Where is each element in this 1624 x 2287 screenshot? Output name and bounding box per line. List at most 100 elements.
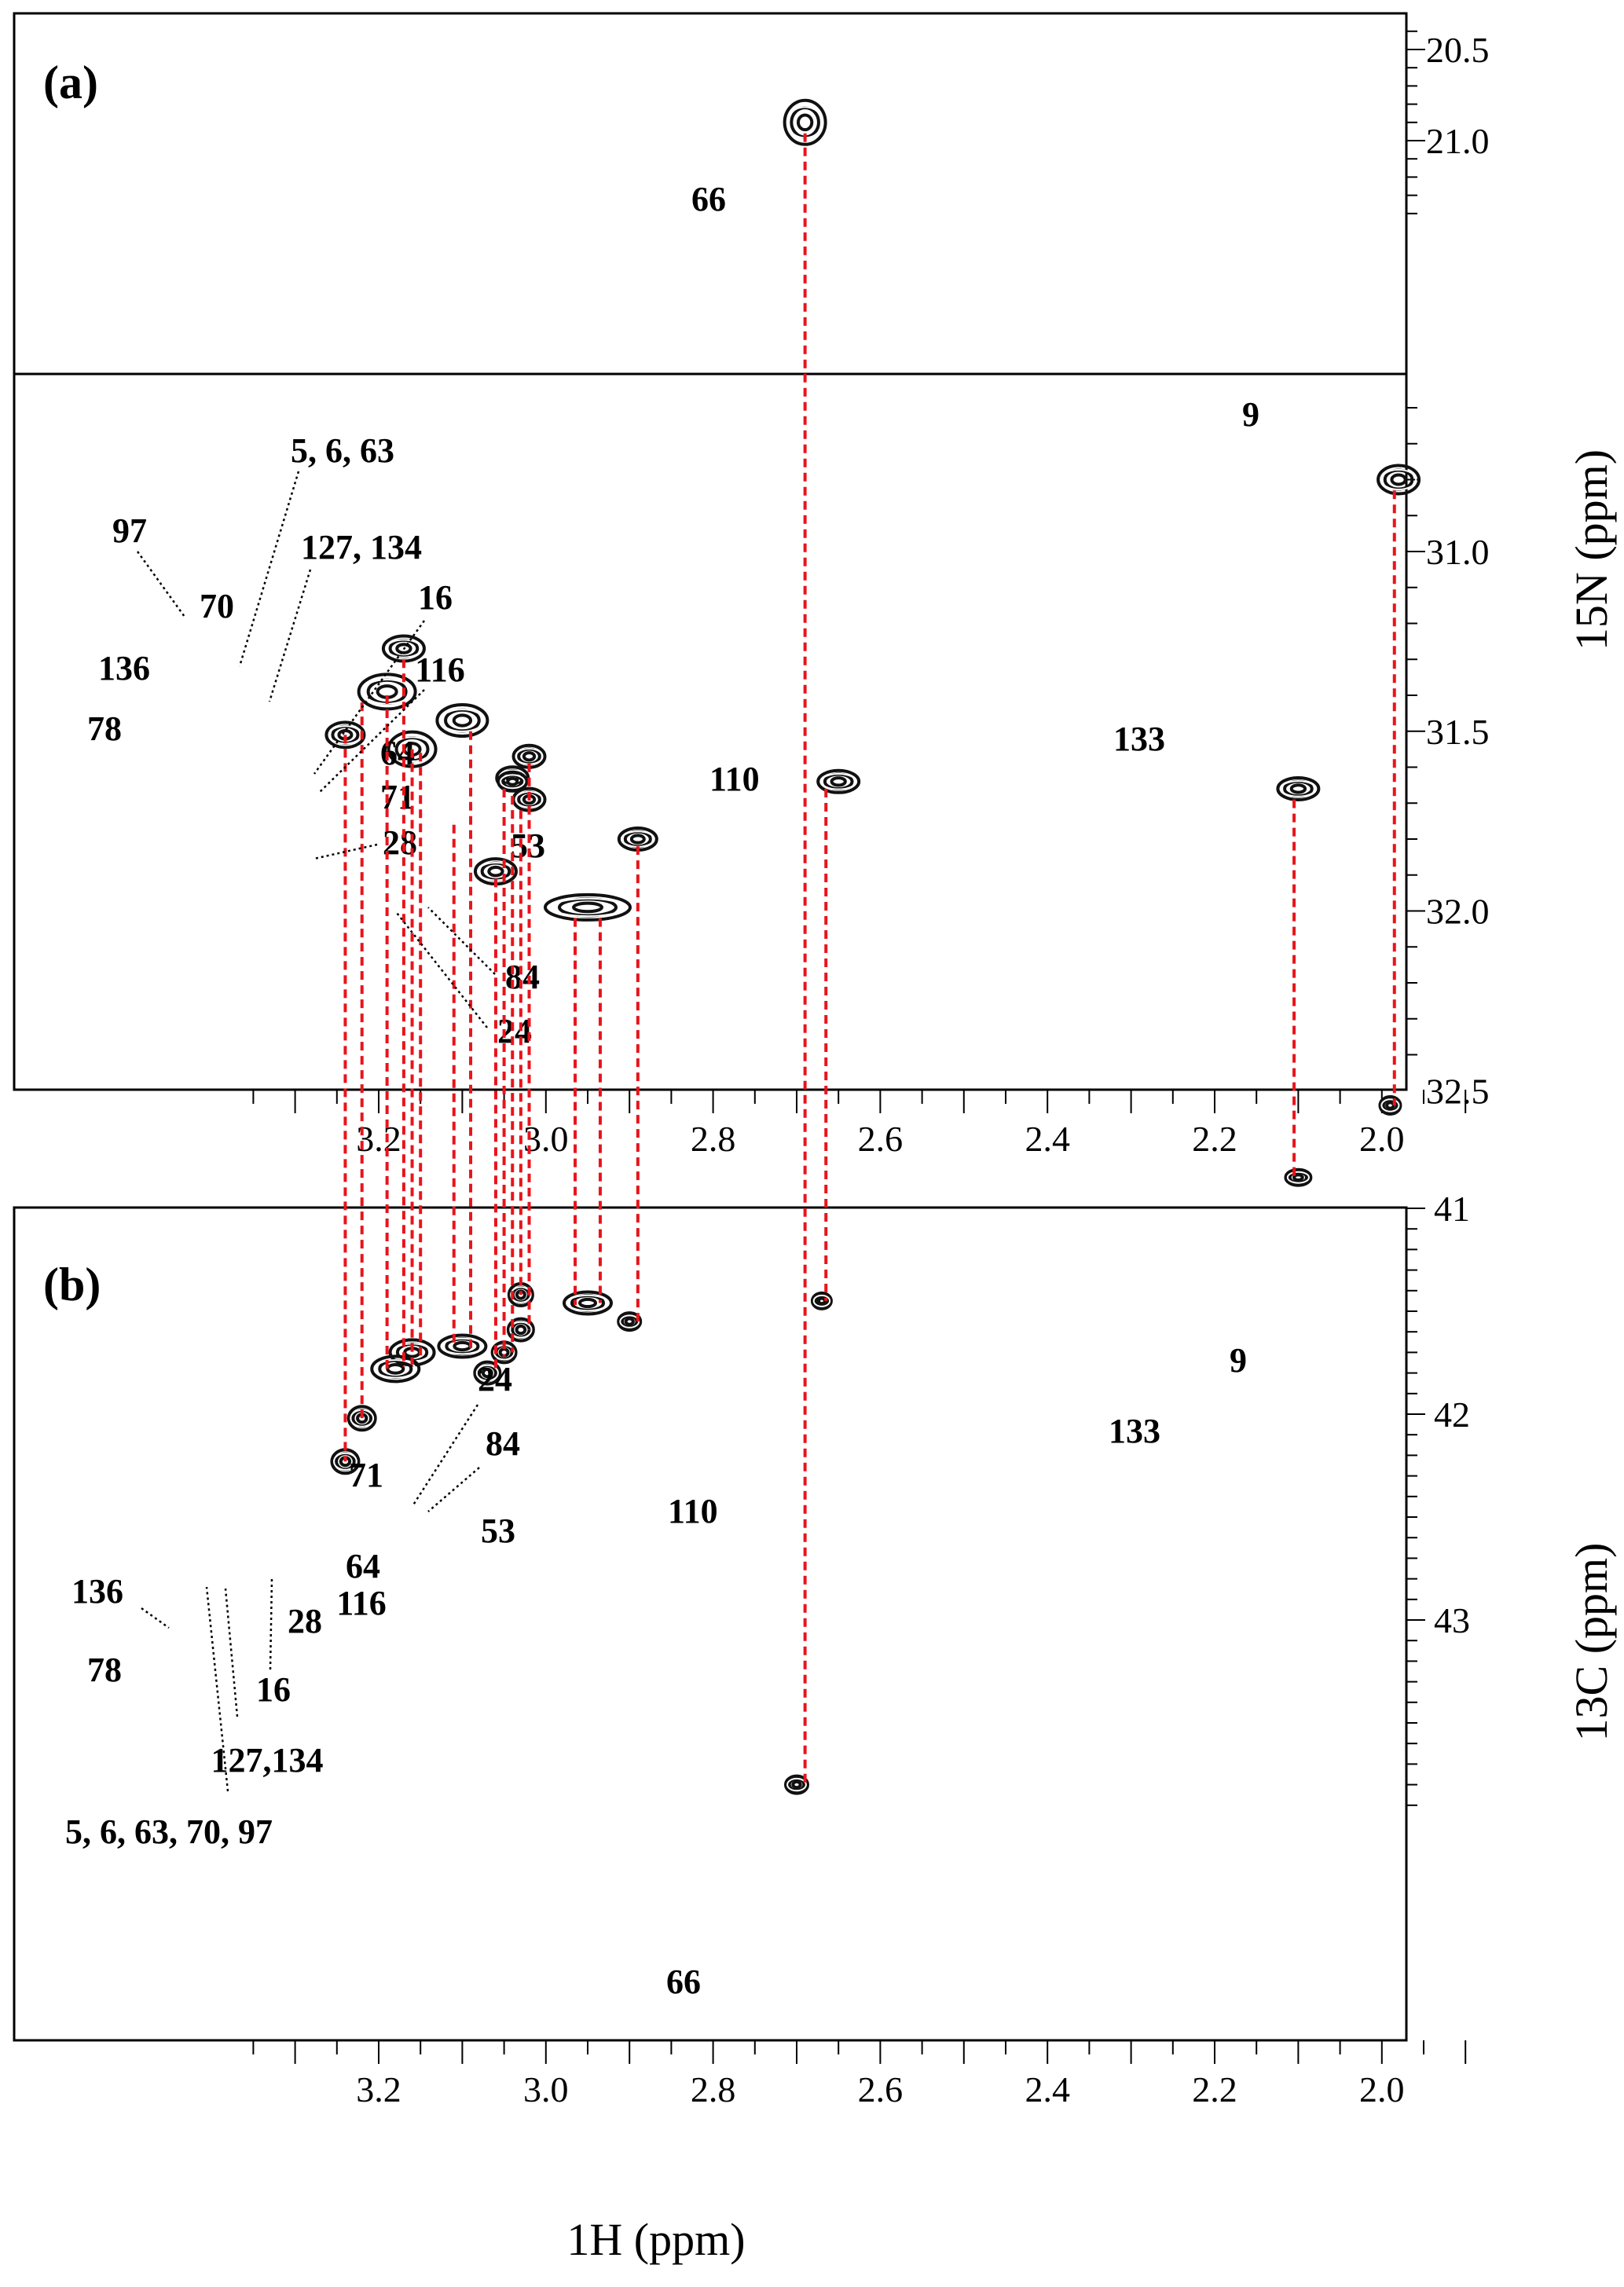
peak-a-contour [1377, 464, 1421, 496]
point-label-b: 116 [336, 1584, 387, 1622]
leader-line [141, 1607, 170, 1629]
peak-b-contour [506, 1317, 535, 1343]
point-label-b: 28 [288, 1602, 322, 1640]
peak-b [810, 1291, 833, 1310]
y-tick-label-a: 31.5 [1426, 712, 1490, 752]
point-label-a: 84 [505, 958, 540, 996]
x-tick-label-b: 2.0 [1359, 2069, 1405, 2109]
point-label-a: 64 [380, 734, 415, 772]
peak-b-contour [1292, 1173, 1304, 1182]
peak-b-contour [578, 1297, 597, 1309]
leader-line [269, 1578, 273, 1670]
y-tick-label-a: 32.0 [1426, 892, 1490, 932]
peak-a-contour [522, 751, 537, 762]
peak-a-contour [487, 865, 504, 878]
leader-line [313, 620, 426, 775]
point-label-b: 133 [1109, 1412, 1160, 1450]
leader-line [205, 1586, 229, 1792]
point-label-b: 9 [1230, 1341, 1247, 1380]
peak-b-contour [624, 1317, 635, 1326]
leader-line [396, 912, 488, 1028]
peak-b-inner [475, 1364, 499, 1382]
peak-a [435, 703, 489, 739]
point-label-b: 64 [346, 1547, 380, 1585]
peak-a-contour [452, 713, 473, 728]
peak-b-inner [812, 1294, 831, 1307]
point-label-b: 136 [71, 1572, 123, 1611]
panel-b: (b) 3.2 3.0 2.8 2.6 2.4 2.2 2.0 41 42 43 13C (ppm) 1… [13, 1095, 1617, 2265]
peak-b [370, 1354, 421, 1384]
peak-b-contour [816, 1296, 827, 1306]
point-label-a: 78 [87, 709, 122, 748]
y-tick-label-a: 31.0 [1426, 532, 1490, 572]
peak-a [816, 768, 861, 794]
point-label-a: 97 [112, 511, 147, 550]
point-label-b: 16 [256, 1670, 291, 1709]
point-label-b: 127,134 [211, 1741, 324, 1779]
peak-a-inner [440, 709, 485, 733]
x-tick-label-a: 2.4 [1025, 1119, 1070, 1159]
peak-a-inner [385, 639, 423, 658]
point-label-b: 71 [349, 1456, 383, 1494]
peak-b-contour [388, 1338, 436, 1367]
peak-b [473, 1360, 502, 1386]
peak-b [437, 1333, 488, 1359]
point-label-b: 66 [666, 1963, 701, 2001]
point-label-a: 116 [415, 651, 465, 689]
peak-a [783, 98, 827, 146]
peak-b-contour [515, 1324, 527, 1336]
y-axis-label-a: 15N (ppm) [1566, 449, 1617, 651]
peak-a-contour [830, 776, 847, 787]
peak-b-inner [332, 1452, 357, 1471]
peak-a [1377, 464, 1421, 496]
peak-a-contour [629, 834, 646, 845]
x-axis-label: 1H (ppm) [566, 2214, 745, 2265]
panel-a-tag: (a) [43, 57, 98, 108]
peak-a-contour [497, 770, 529, 793]
peak-b-inner [374, 1359, 416, 1379]
panel-a: (a) 3.2 3.0 2.8 2.6 2.4 2.2 2.0 20.5 21.0 31.0 31.5… [13, 12, 1617, 1159]
peak-b [563, 1290, 613, 1316]
peak-a-inner [499, 774, 526, 790]
peak-a-contour [783, 98, 827, 146]
peak-a [1276, 775, 1321, 801]
peak-b-contour [1284, 1167, 1313, 1187]
peak-a-contour [816, 768, 861, 794]
point-label-a: 127, 134 [301, 528, 422, 566]
peak-a-inner [551, 897, 625, 918]
point-label-a: 16 [418, 578, 453, 617]
peak-b-contour [810, 1291, 833, 1310]
peak-b-contour [481, 1367, 493, 1379]
overlay [136, 133, 1396, 1792]
point-label-b: 110 [668, 1492, 718, 1530]
panel-b-tag: (b) [43, 1259, 101, 1310]
leader-line [238, 471, 300, 667]
x-tick-label-a: 3.2 [356, 1119, 401, 1159]
peak-b-inner [1286, 1171, 1311, 1184]
peak-a-inner [1280, 780, 1317, 797]
leader-line [411, 1404, 479, 1507]
point-label-a: 66 [691, 180, 726, 218]
point-label-a: 9 [1242, 395, 1259, 434]
y-tick-label-a: 32.5 [1426, 1071, 1490, 1111]
peak-b-inner [509, 1321, 533, 1339]
peak-b-inner [786, 1777, 807, 1792]
x-tick-label-b: 2.2 [1192, 2069, 1237, 2109]
point-label-a: 110 [709, 760, 760, 798]
y-tick-label-b: 42 [1434, 1395, 1470, 1435]
peak-b-contour [370, 1354, 421, 1384]
peak-a-inner [391, 736, 434, 763]
peak-a [544, 892, 632, 922]
point-label-b: 78 [87, 1651, 122, 1689]
point-label-a: 71 [380, 778, 415, 816]
peak-b [1284, 1167, 1313, 1187]
x-tick-label-b: 2.4 [1025, 2069, 1070, 2109]
x-tick-label-a: 2.2 [1192, 1119, 1237, 1159]
peak-b-contour [563, 1290, 613, 1316]
y-axis-label-b: 13C (ppm) [1566, 1543, 1617, 1742]
peak-b-contour [617, 1311, 643, 1332]
peak-b-contour [346, 1405, 377, 1432]
peak-a-inner [820, 773, 857, 790]
peak-b-contour [1385, 1101, 1395, 1110]
peak-b-contour [784, 1774, 809, 1795]
